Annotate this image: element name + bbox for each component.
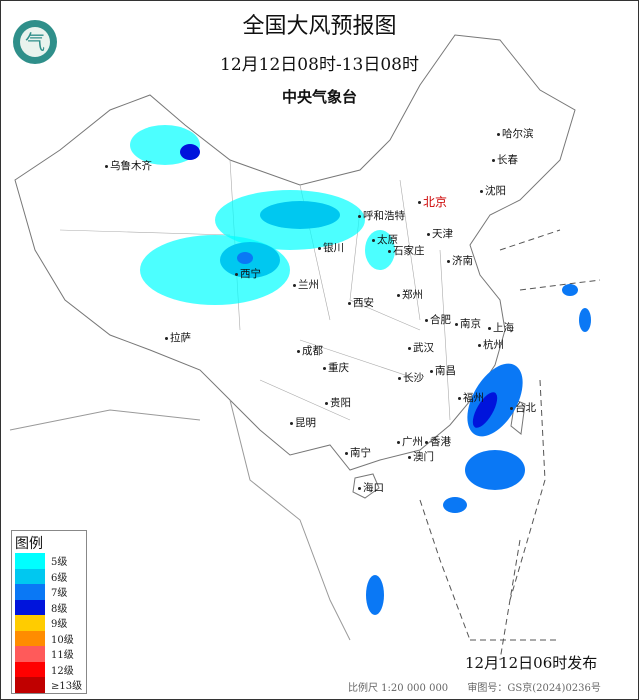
logo-glyph: 气 bbox=[20, 27, 50, 57]
city-label: 杭州 bbox=[478, 337, 504, 352]
wind-area-8 bbox=[180, 144, 200, 160]
legend: 图例 5级 6级 7级 8级 9级 10级 11级 12级 ≥13级 bbox=[11, 530, 87, 694]
organization: 中央气象台 bbox=[281, 88, 357, 106]
wind-area-7 bbox=[366, 575, 384, 615]
legend-item: 10级 bbox=[12, 630, 86, 646]
legend-swatch bbox=[15, 677, 45, 693]
cma-logo: 气 bbox=[13, 20, 57, 64]
city-label: 南宁 bbox=[345, 445, 371, 460]
city-label: 济南 bbox=[447, 253, 473, 268]
scale-label: 比例尺 1:20 000 000 bbox=[348, 683, 449, 694]
legend-swatch bbox=[15, 646, 45, 662]
wind-area-7 bbox=[562, 284, 578, 296]
wind-area-8 bbox=[472, 392, 498, 428]
city-label: 台北 bbox=[510, 400, 536, 415]
wind-areas bbox=[130, 125, 591, 615]
city-label: 香港 bbox=[425, 434, 451, 449]
wind-area-7 bbox=[465, 450, 525, 490]
city-label: 武汉 bbox=[408, 340, 434, 355]
legend-swatch bbox=[15, 661, 45, 677]
city-label: 长沙 bbox=[398, 370, 424, 385]
legend-label: ≥13级 bbox=[51, 681, 83, 693]
legend-label: 12级 bbox=[51, 665, 74, 677]
approval-number: 审图号：GS京(2024)0236号 bbox=[467, 683, 601, 694]
legend-item: 8级 bbox=[12, 599, 86, 615]
city-label: 海口 bbox=[358, 480, 384, 495]
city-label: 哈尔滨 bbox=[497, 126, 534, 141]
issue-time: 12月12日06时发布 bbox=[465, 654, 598, 672]
legend-item: ≥13级 bbox=[12, 677, 86, 693]
legend-item: 9级 bbox=[12, 615, 86, 631]
city-label: 兰州 bbox=[293, 277, 319, 292]
neighbor-outline bbox=[9, 399, 351, 641]
legend-item: 6级 bbox=[12, 568, 86, 584]
city-label: 沈阳 bbox=[480, 183, 506, 198]
maritime-boundary bbox=[419, 229, 601, 661]
legend-title: 图例 bbox=[15, 536, 43, 552]
city-label: 长春 bbox=[492, 152, 518, 167]
city-label: 昆明 bbox=[290, 415, 316, 430]
legend-label: 5级 bbox=[51, 557, 68, 569]
city-label: 上海 bbox=[488, 320, 514, 335]
city-label: 北京 bbox=[418, 193, 447, 210]
legend-swatch bbox=[15, 599, 45, 615]
city-label: 呼和浩特 bbox=[358, 208, 405, 223]
legend-item: 11级 bbox=[12, 646, 86, 662]
legend-label: 8级 bbox=[51, 603, 68, 615]
city-label: 拉萨 bbox=[165, 330, 191, 345]
forecast-period: 12月12日08时-13日08时 bbox=[220, 55, 419, 75]
legend-item: 5级 bbox=[12, 553, 86, 569]
city-label: 广州 bbox=[397, 434, 423, 449]
legend-swatch bbox=[15, 630, 45, 646]
legend-item: 12级 bbox=[12, 661, 86, 677]
city-label: 乌鲁木齐 bbox=[105, 158, 152, 173]
city-label: 南昌 bbox=[430, 363, 456, 378]
legend-label: 11级 bbox=[51, 650, 74, 662]
city-label: 重庆 bbox=[323, 360, 349, 375]
wind-area-7 bbox=[579, 308, 591, 332]
map-title: 全国大风预报图 bbox=[242, 14, 397, 39]
legend-label: 6级 bbox=[51, 572, 68, 584]
wind-area-7 bbox=[443, 497, 467, 513]
city-label: 西安 bbox=[348, 295, 374, 310]
legend-swatch bbox=[15, 553, 45, 569]
wind-area-6 bbox=[260, 201, 340, 229]
city-label: 合肥 bbox=[425, 312, 451, 327]
legend-swatch bbox=[15, 568, 45, 584]
city-label: 成都 bbox=[297, 343, 323, 358]
city-label: 澳门 bbox=[408, 449, 434, 464]
city-label: 西宁 bbox=[235, 266, 261, 281]
city-label: 南京 bbox=[455, 316, 481, 331]
city-label: 银川 bbox=[318, 240, 344, 255]
city-label: 天津 bbox=[427, 226, 453, 241]
legend-swatch bbox=[15, 615, 45, 631]
city-label: 贵阳 bbox=[325, 395, 351, 410]
map-footer: 比例尺 1:20 000 000 审图号：GS京(2024)0236号 bbox=[348, 679, 617, 694]
legend-item: 7级 bbox=[12, 584, 86, 600]
city-label: 石家庄 bbox=[388, 243, 425, 258]
city-label: 郑州 bbox=[397, 287, 423, 302]
city-label: 福州 bbox=[458, 390, 484, 405]
legend-label: 9级 bbox=[51, 619, 68, 631]
wind-area-7 bbox=[237, 252, 253, 264]
legend-label: 10级 bbox=[51, 634, 74, 646]
legend-swatch bbox=[15, 584, 45, 600]
legend-label: 7级 bbox=[51, 588, 68, 600]
